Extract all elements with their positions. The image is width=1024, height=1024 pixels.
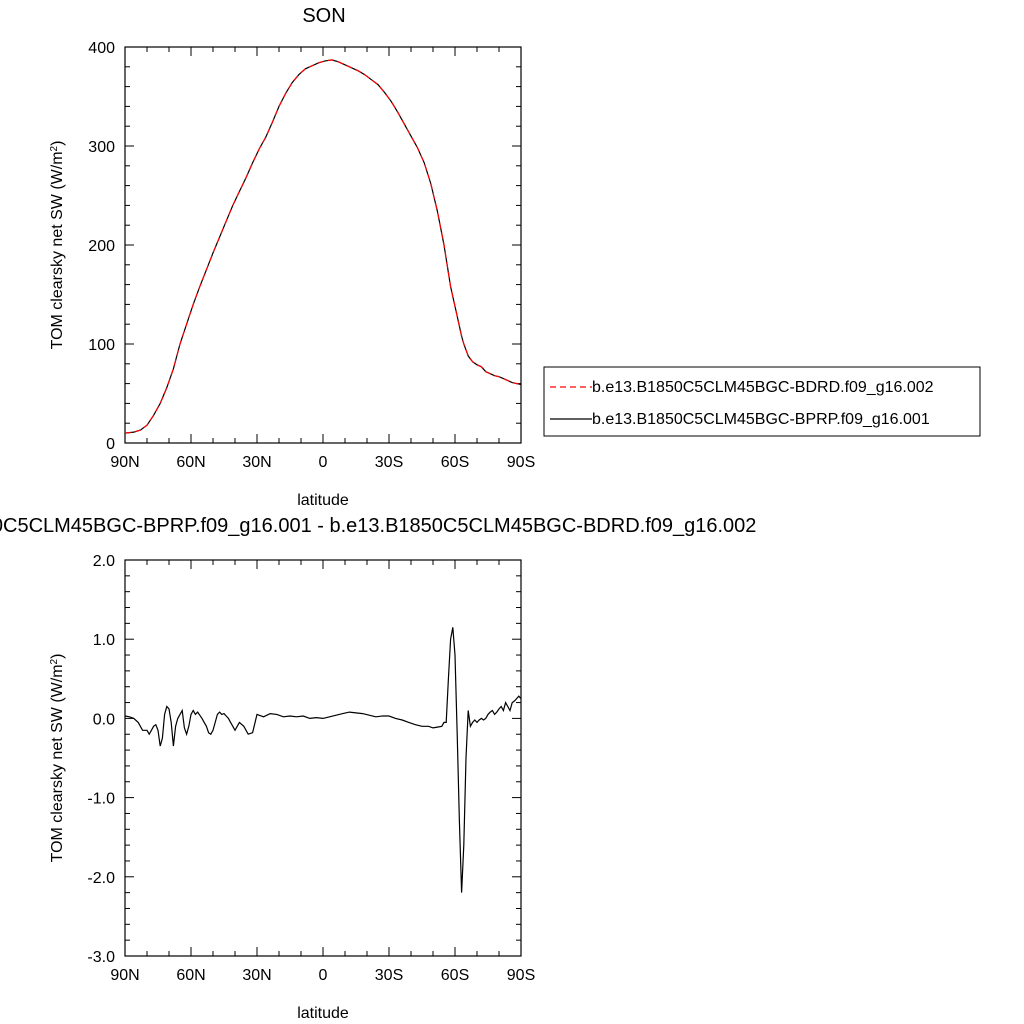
x-tick-label: 60S bbox=[441, 967, 469, 984]
series-line-1 bbox=[124, 627, 522, 893]
chart-2-plot-frame bbox=[124, 559, 522, 957]
y-tick-label: 400 bbox=[88, 40, 115, 57]
y-tick-label: -1.0 bbox=[87, 791, 115, 808]
x-tick-label: 60S bbox=[441, 454, 469, 471]
y-tick-label: 1.0 bbox=[93, 632, 115, 649]
x-tick-label: 30N bbox=[242, 454, 271, 471]
legend-label-bprp: b.e13.B1850C5CLM45BGC-BPRP.f09_g16.001 bbox=[592, 411, 930, 428]
y-tick-label: 2.0 bbox=[93, 553, 115, 570]
y-tick-label: 300 bbox=[88, 139, 115, 156]
y-tick-label: 100 bbox=[88, 337, 115, 354]
x-tick-label: 0 bbox=[319, 967, 328, 984]
chart-1-y-axis-title: TOM clearsky net SW (W/m2) bbox=[49, 141, 67, 350]
chart-2-title: b.e13.B1850C5CLM45BGC-BPRP.f09_g16.001 -… bbox=[0, 515, 756, 537]
chart-2-y-axis-title: TOM clearsky net SW (W/m2) bbox=[49, 654, 67, 863]
chart-1-zonal-mean: SON 90N 60N 30N 0 30S 60S 90S 0 100 200 300 400 lat… bbox=[49, 5, 981, 509]
chart-1-x-axis-title: latitude bbox=[297, 492, 349, 509]
chart-1-plot-frame bbox=[124, 46, 522, 444]
series-line-2 bbox=[124, 59, 522, 434]
x-tick-label: 90S bbox=[507, 967, 535, 984]
x-tick-label: 0 bbox=[319, 454, 328, 471]
chart-2-x-axis-title: latitude bbox=[297, 1005, 349, 1022]
y-tick-label: 0.0 bbox=[93, 711, 115, 728]
chart-2-series bbox=[124, 627, 522, 893]
y-tick-label: 200 bbox=[88, 238, 115, 255]
x-tick-label: 30S bbox=[375, 967, 403, 984]
chart-1-legend: b.e13.B1850C5CLM45BGC-BDRD.f09_g16.002 b… bbox=[543, 366, 981, 437]
x-tick-label: 90S bbox=[507, 454, 535, 471]
x-tick-label: 30N bbox=[242, 967, 271, 984]
x-tick-label: 60N bbox=[176, 967, 205, 984]
y-tick-label: -2.0 bbox=[87, 870, 115, 887]
chart-1-series bbox=[124, 59, 522, 434]
y-tick-label: -3.0 bbox=[87, 949, 115, 966]
x-tick-label: 30S bbox=[375, 454, 403, 471]
x-tick-label: 60N bbox=[176, 454, 205, 471]
chart-2-ticks: 90N 60N 30N 0 30S 60S 90S -3.0 -2.0 -1.0 0.0 1.0 2.0 bbox=[87, 553, 535, 984]
chart-2-difference: b.e13.B1850C5CLM45BGC-BPRP.f09_g16.001 -… bbox=[0, 515, 756, 1022]
legend-box bbox=[543, 366, 981, 437]
x-tick-label: 90N bbox=[110, 967, 139, 984]
y-tick-label: 0 bbox=[106, 436, 115, 453]
series-line-1 bbox=[124, 59, 522, 434]
x-tick-label: 90N bbox=[110, 454, 139, 471]
chart-1-title: SON bbox=[302, 5, 345, 27]
legend-label-bdrd: b.e13.B1850C5CLM45BGC-BDRD.f09_g16.002 bbox=[592, 379, 934, 396]
chart-1-ticks: 90N 60N 30N 0 30S 60S 90S 0 100 200 300 400 bbox=[88, 40, 535, 471]
